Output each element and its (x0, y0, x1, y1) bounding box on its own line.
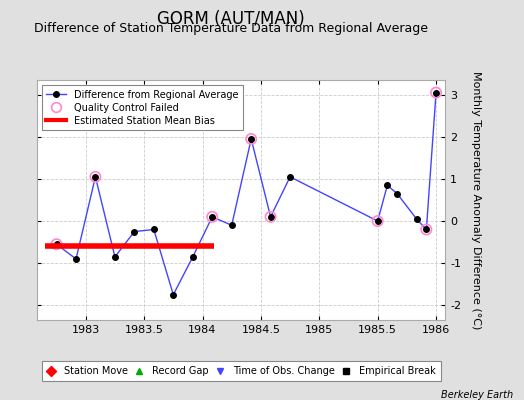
Point (208, 214, 216, 220)
Point (52, 241, 61, 248)
Y-axis label: Monthly Temperature Anomaly Difference (°C): Monthly Temperature Anomaly Difference (… (471, 71, 481, 329)
Text: Berkeley Earth: Berkeley Earth (441, 390, 514, 400)
Text: GORM (AUT/MAN): GORM (AUT/MAN) (157, 10, 304, 28)
Point (266, 214, 275, 220)
Legend: Difference from Regional Average, Quality Control Failed, Estimated Station Mean: Difference from Regional Average, Qualit… (41, 85, 243, 130)
Legend: Station Move, Record Gap, Time of Obs. Change, Empirical Break: Station Move, Record Gap, Time of Obs. C… (41, 362, 441, 381)
Text: Difference of Station Temperature Data from Regional Average: Difference of Station Temperature Data f… (34, 22, 428, 35)
Point (422, 226, 431, 233)
Point (247, 136, 255, 142)
Point (374, 218, 382, 224)
Point (91, 174, 100, 180)
Point (432, 90, 440, 96)
